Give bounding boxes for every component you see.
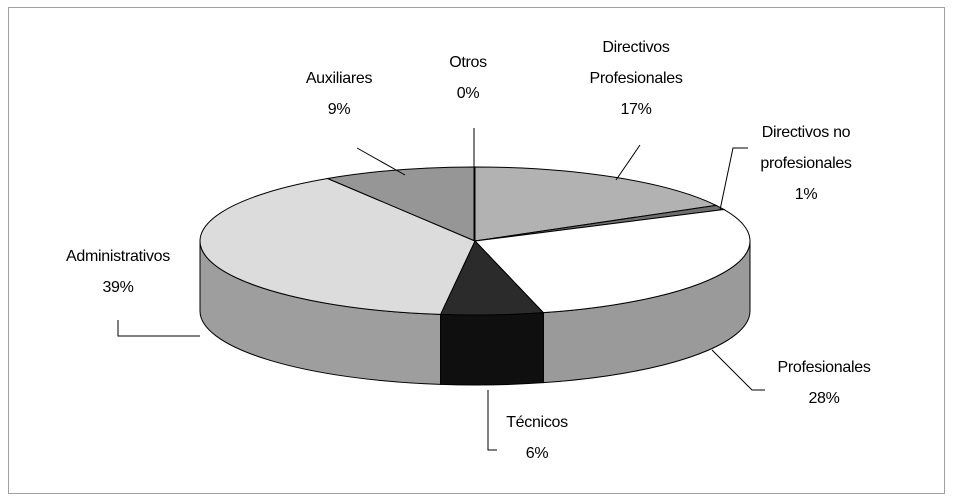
leader-administrativos [117,320,200,337]
percent-label-administrativos: 39% [102,279,133,296]
labels-group: Directivos Profesionales 17% Directivos no p… [66,39,871,462]
percent-label-otros: 0% [457,85,480,102]
slice-directivos-profesionales [474,166,718,242]
slice-label-administrativos: Administrativos [66,248,170,265]
leader-lines-group [117,128,765,451]
slice-label-otros: Otros [449,54,487,71]
percent-label-directivos-no-profesionales: 1% [795,186,818,203]
pie-top-group [199,166,751,316]
leader-directivos-profesionales [615,144,641,181]
percent-label-auxiliares: 9% [328,101,351,118]
leader-auxiliares [356,147,406,176]
slice-label-directivos-profesionales: Profesionales [589,70,682,87]
slice-profesionales [473,208,751,314]
percent-label-directivos-profesionales: 17% [620,101,651,118]
leader-profesionales [711,349,765,391]
slice-label-tecnicos: Técnicos [506,414,568,431]
slice-label-directivos-profesionales: Directivos [602,39,670,56]
percent-label-profesionales: 28% [808,390,839,407]
leader-tecnicos [487,390,497,451]
leader-directivos-no-profesionales [719,147,748,211]
side-tecnicos [440,312,544,386]
slice-label-directivos-no-profesionales: Directivos no [762,124,851,141]
percent-label-tecnicos: 6% [526,445,549,462]
slice-label-auxiliares: Auxiliares [306,70,373,87]
slice-label-profesionales: Profesionales [777,359,870,376]
slice-administrativos [199,178,476,315]
slice-auxiliares [325,166,476,242]
slice-label-directivos-no-profesionales: profesionales [760,155,852,172]
